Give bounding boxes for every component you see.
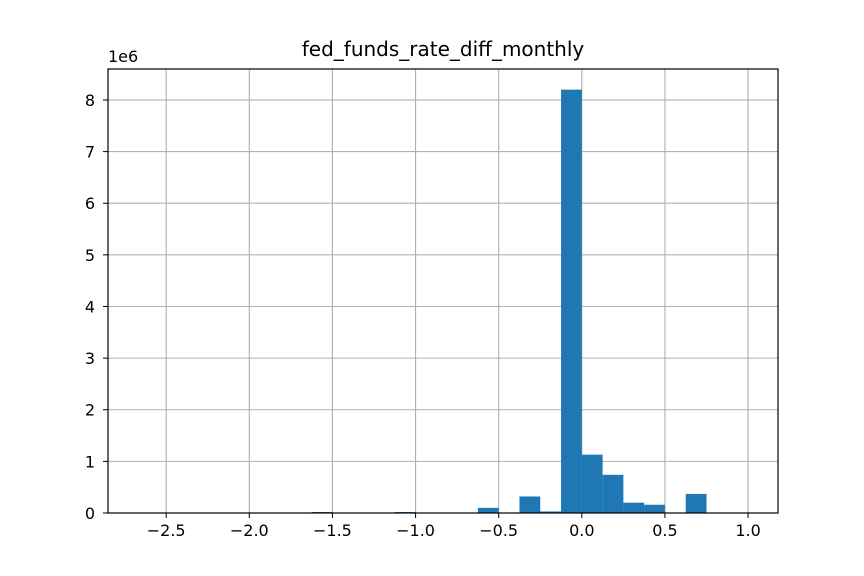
y-tick-label: 6 (85, 194, 95, 213)
y-tick-label: 0 (85, 504, 95, 523)
x-tick-label: −1.5 (313, 521, 352, 540)
grid-lines (108, 69, 778, 514)
histogram-bar (477, 507, 499, 513)
axis-ticks: −2.5 −2.0 −1.5 −1.0 −0.5 0.0 0.5 1.0 0 1 2 3 4 5 6 7 8 (85, 91, 761, 540)
x-tick-label: −2.0 (230, 521, 269, 540)
y-tick-label: 2 (85, 401, 95, 420)
x-tick-label: 1.0 (735, 521, 760, 540)
y-tick-label: 4 (85, 297, 95, 316)
x-tick-label: −0.5 (479, 521, 518, 540)
histogram-bars (311, 89, 707, 514)
y-axis-offset-label: 1e6 (108, 47, 138, 66)
x-tick-label: 0.5 (652, 521, 677, 540)
histogram-bar (561, 89, 582, 514)
y-tick-label: 8 (85, 91, 95, 110)
histogram-bar (519, 496, 541, 513)
y-tick-label: 3 (85, 349, 95, 368)
histogram-bar (602, 474, 624, 513)
x-tick-label: −2.5 (147, 521, 186, 540)
chart-title: fed_funds_rate_diff_monthly (302, 37, 585, 61)
x-tick-label: −1.0 (396, 521, 435, 540)
histogram-bar (644, 504, 665, 513)
histogram-bar (581, 454, 603, 513)
y-tick-label: 7 (85, 143, 95, 162)
plot-frame (107, 68, 779, 514)
histogram-bar (623, 502, 645, 513)
y-tick-label: 5 (85, 246, 95, 265)
y-tick-label: 1 (85, 452, 95, 471)
histogram-bar (540, 511, 562, 513)
histogram-bar (685, 493, 707, 513)
x-tick-label: 0.0 (569, 521, 594, 540)
